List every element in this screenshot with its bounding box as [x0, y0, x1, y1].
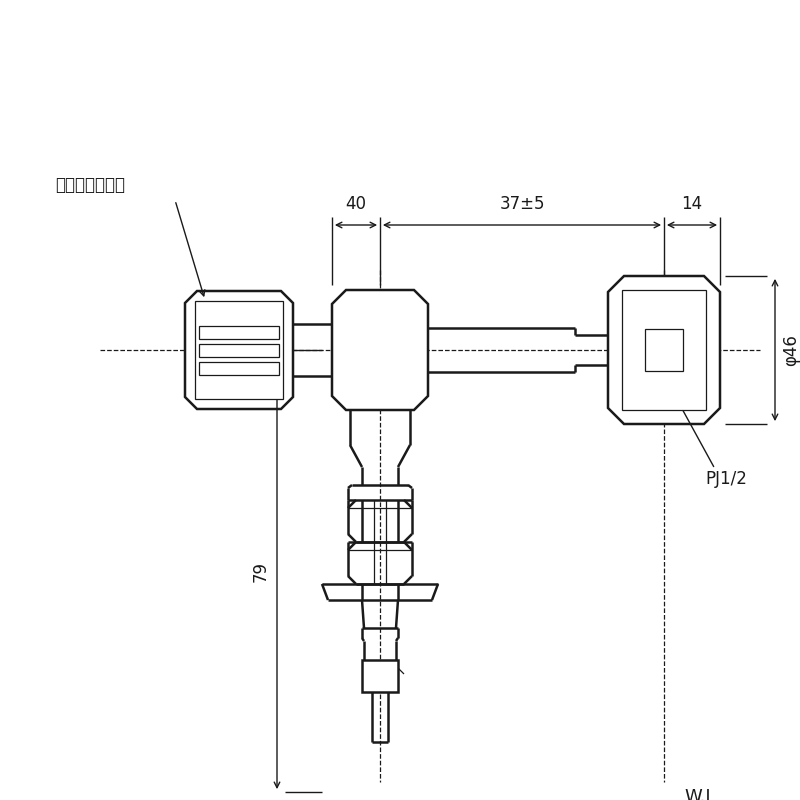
Text: W.L: W.L: [684, 788, 715, 800]
Bar: [199, 326, 279, 338]
Text: ペールホワイト: ペールホワイト: [55, 176, 125, 194]
Bar: [199, 343, 279, 357]
Text: 14: 14: [682, 195, 702, 213]
Bar: [362, 660, 398, 692]
Polygon shape: [332, 290, 428, 410]
Text: 37±5: 37±5: [499, 195, 545, 213]
Text: 40: 40: [346, 195, 366, 213]
Bar: [622, 290, 706, 410]
Text: PJ1/2: PJ1/2: [705, 470, 747, 488]
Polygon shape: [608, 276, 720, 424]
Text: φ46: φ46: [782, 334, 800, 366]
Text: 79: 79: [252, 561, 270, 582]
Bar: [199, 362, 279, 374]
Bar: [645, 329, 683, 371]
Bar: [195, 301, 283, 399]
Polygon shape: [185, 291, 293, 409]
